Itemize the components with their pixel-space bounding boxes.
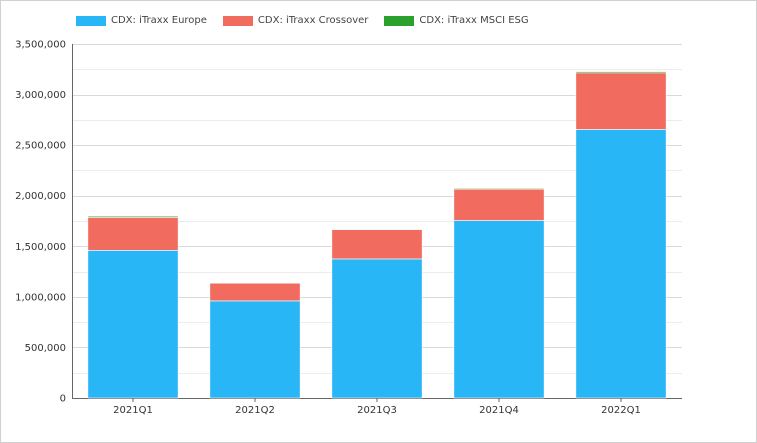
y-tick-label: 0 [60,394,66,405]
bar-segment-cdx-itraxx-crossover [575,72,667,130]
bar-segment-cdx-itraxx-crossover [331,229,423,260]
legend-label-itraxx-msci-esg: CDX: iTraxx MSCI ESG [419,15,529,26]
bar-segment-cdx-itraxx-crossover [87,217,179,251]
legend-swatch-itraxx-europe [76,15,106,26]
bar-segment-cdx-itraxx-crossover [209,282,301,302]
x-tick-label: 2021Q3 [357,405,397,416]
bar-segment-cdx-itraxx-msci-esg [87,215,179,218]
bar-segment-cdx-itraxx-msci-esg [575,71,667,74]
legend-label-itraxx-crossover: CDX: iTraxx Crossover [257,15,369,26]
x-tick-label: 2021Q1 [113,405,153,416]
bar-segment-cdx-itraxx-europe [575,129,667,399]
legend-item-itraxx-msci-esg[interactable]: CDX: iTraxx MSCI ESG [384,15,529,26]
legend-item-itraxx-crossover[interactable]: CDX: iTraxx Crossover [222,15,369,26]
bar-segment-cdx-itraxx-msci-esg [331,228,423,230]
bar-segment-cdx-itraxx-europe [453,220,545,399]
bar-segment-cdx-itraxx-crossover [453,188,545,221]
x-tick-label: 2021Q4 [479,405,519,416]
legend-label-itraxx-europe: CDX: iTraxx Europe [111,15,207,26]
y-tick-label: 3,500,000 [15,40,66,51]
y-tick-label: 2,500,000 [15,141,66,152]
legend-item-itraxx-europe[interactable]: CDX: iTraxx Europe [76,15,207,26]
bar-segment-cdx-itraxx-europe [331,258,423,399]
y-tick-label: 500,000 [25,343,66,354]
y-tick-label: 3,000,000 [15,90,66,101]
chart-legend: CDX: iTraxx Europe CDX: iTraxx Crossover… [76,15,529,26]
y-tick-label: 2,000,000 [15,191,66,202]
legend-swatch-itraxx-msci-esg [384,15,415,26]
bar-segment-cdx-itraxx-msci-esg [453,188,545,190]
y-tick-label: 1,500,000 [15,242,66,253]
legend-swatch-itraxx-crossover [222,15,253,26]
y-tick-label: 1,000,000 [15,292,66,303]
bar-segment-cdx-itraxx-europe [87,250,179,399]
bar-segment-cdx-itraxx-europe [209,300,301,399]
x-tick-label: 2021Q2 [235,405,275,416]
x-tick-label: 2022Q1 [601,405,641,416]
